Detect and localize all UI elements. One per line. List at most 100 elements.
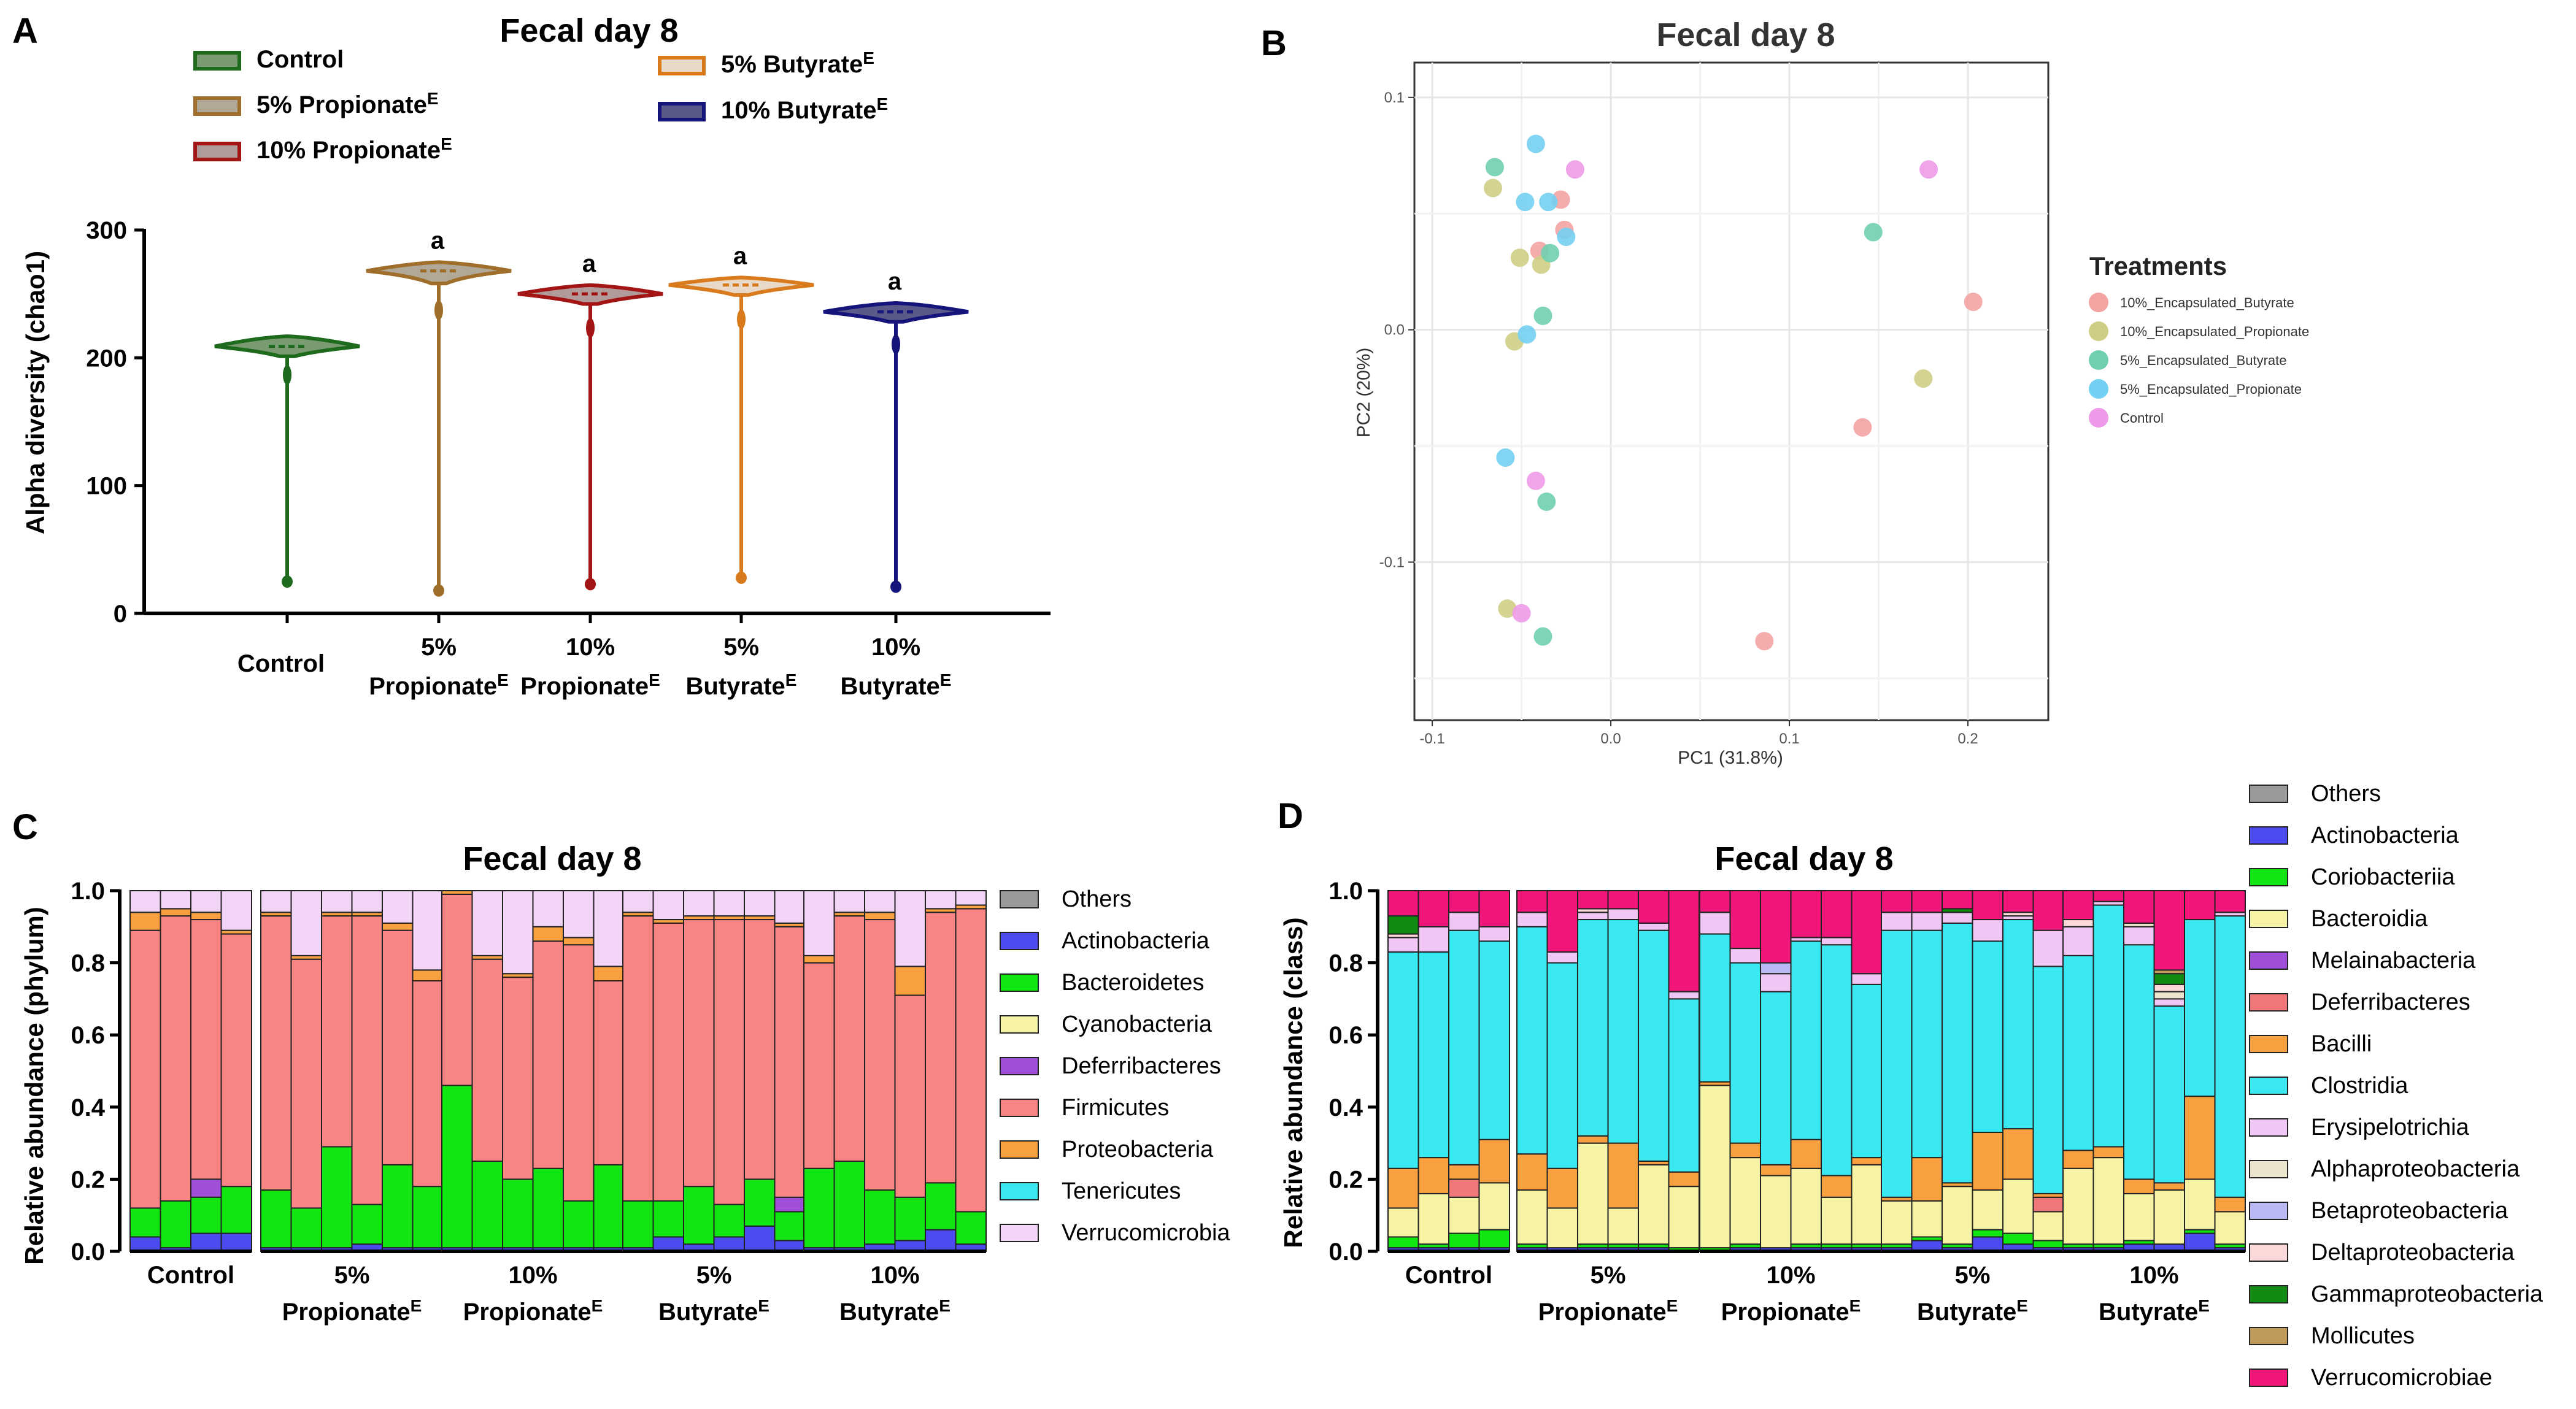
panel-d-bar-segment — [1942, 1186, 1973, 1245]
panel-d-bar-segment — [2092, 890, 2124, 902]
panel-d-bar-segment — [1760, 890, 1792, 964]
panel-d-bar-segment — [1760, 973, 1792, 992]
panel-d-bar-segment — [1607, 919, 1639, 1144]
pca-point — [1919, 160, 1938, 179]
pca-point — [1484, 179, 1503, 198]
panel-c-bar-segment — [471, 958, 503, 1162]
panel-c-bar-segment — [955, 908, 987, 1213]
panel-c-bar-segment — [351, 915, 383, 1205]
panel-d-bar-segment — [1516, 1189, 1548, 1245]
panel-c-bar-segment — [190, 1178, 222, 1198]
panel-a-y-tick-label: 200 — [86, 345, 127, 372]
pca-point — [1533, 627, 1552, 646]
panel-d-bar-segment — [1851, 973, 1883, 985]
panel-d-bar-segment — [1668, 991, 1700, 1000]
panel-d-bar-segment — [1729, 1157, 1761, 1245]
panel-c-title: Fecal day 8 — [463, 840, 641, 877]
panel-d-bar-segment — [2062, 1167, 2094, 1245]
panel-c-bar-segment — [652, 922, 684, 1202]
panel-c-bar-segment — [290, 1207, 322, 1249]
panel-b-legend-label: Control — [2120, 410, 2164, 426]
panel-c-x-label-line2: ButyrateE — [839, 1296, 951, 1326]
panel-c-bar-segment — [220, 933, 252, 1188]
panel-c-legend-swatch — [1000, 1224, 1039, 1242]
panel-d-legend-swatch — [2249, 868, 2288, 886]
panel-c-bar-segment — [593, 966, 625, 981]
panel-d-bar-segment — [1516, 912, 1548, 927]
panel-d-bar-segment — [1577, 1142, 1609, 1245]
panel-d-bar-segment — [2002, 890, 2034, 913]
panel-d-legend-label: Mollicutes — [2311, 1323, 2415, 1349]
panel-d-bar-segment — [1577, 912, 1609, 921]
panel-d-bar-segment — [2062, 926, 2094, 956]
panel-d-bar-segment — [1387, 1236, 1419, 1249]
panel-d-bar-segment — [1546, 890, 1578, 953]
panel-d-bar-segment — [1387, 890, 1419, 917]
panel-a-violins: a a a a — [214, 227, 969, 597]
panel-c-legend-label: Firmicutes — [1062, 1095, 1169, 1121]
panel-d-bar-segment — [1699, 912, 1731, 935]
violin-body — [668, 275, 814, 297]
panel-d-bar-segment — [1911, 929, 1943, 1159]
violin-4: a — [823, 268, 969, 593]
panel-c-legend: Others Actinobacteria Bacteroidetes Cyanoba… — [1000, 886, 1230, 1246]
panel-d-x-label-line2: ButyrateE — [1917, 1296, 2028, 1326]
panel-c-bar-segment — [833, 915, 865, 1162]
panel-d-legend-label: Coriobacteriia — [2311, 864, 2455, 890]
panel-c-y-tick-label: 0.4 — [71, 1094, 105, 1121]
panel-c-bar-segment — [593, 890, 625, 967]
panel-c-x-label-line2: PropionateE — [463, 1296, 603, 1326]
panel-a-y-tick-label: 100 — [86, 473, 127, 500]
panel-c-bar-segment — [652, 1200, 684, 1238]
pca-point — [1485, 158, 1504, 177]
panel-c-bar-segment — [532, 1167, 564, 1249]
panel-d-bar-segment — [1972, 1131, 2003, 1191]
panel-d-bar-segment — [1448, 929, 1480, 1165]
panel-d-bar-segment — [1387, 937, 1419, 953]
panel-b-x-axis-title: PC1 (31.8%) — [1678, 748, 1783, 768]
violin-body — [366, 260, 512, 286]
panel-c-x-label-line2: PropionateE — [282, 1296, 422, 1326]
panel-c-bar-segment — [713, 1204, 745, 1238]
panel-d-legend-swatch — [2249, 1160, 2288, 1178]
panel-c-bar-segment — [160, 908, 191, 917]
panel-d-legend-swatch — [2249, 1077, 2288, 1095]
panel-d-bar-segment — [1821, 1175, 1853, 1198]
panel-c-legend-swatch — [1000, 973, 1039, 992]
panel-d-bar-segment — [2123, 1192, 2155, 1242]
panel-d-bar-segment — [1760, 1164, 1792, 1177]
panel-d-bar-segment — [2002, 1178, 2034, 1234]
panel-c-legend-label: Actinobacteria — [1062, 928, 1210, 954]
panel-d-legend-label: Verrucomicrobiae — [2311, 1365, 2493, 1391]
violin-tail-bulb — [585, 578, 596, 591]
panel-d-bar-segment — [1607, 908, 1639, 921]
panel-d-bar-segment — [2032, 890, 2064, 931]
panel-c-bar-segment — [683, 890, 715, 917]
violin-0 — [214, 334, 360, 588]
panel-d-bar-segment — [1851, 1164, 1883, 1245]
panel-d-bar-segment — [2153, 1189, 2185, 1245]
panel-d-bar-segment — [1448, 890, 1480, 913]
panel-a-axes: 0 100 200 300 — [86, 217, 1051, 628]
panel-c-bar-segment — [382, 890, 414, 924]
panel-c-bar-segment — [563, 944, 595, 1202]
panel-d-bar-segment — [2153, 998, 2185, 1007]
panel-d-bar-segment — [1448, 1232, 1480, 1249]
panel-d-legend-label: Actinobacteria — [2311, 823, 2459, 848]
panel-c-bar-segment — [925, 1229, 957, 1252]
panel-d-bar-segment — [2062, 1150, 2094, 1169]
panel-d-bar-segment — [1851, 983, 1883, 1159]
panel-a: A Fecal day 8 Control 5% PropionateE 10% P… — [12, 11, 1051, 700]
panel-c-bar-segment — [260, 1189, 292, 1249]
violin-shoulder — [283, 365, 291, 385]
panel-d-title: Fecal day 8 — [1714, 840, 1893, 877]
panel-d-bar-segment — [1911, 1157, 1943, 1202]
panel-d-label: D — [1278, 796, 1303, 836]
panel-d-legend-label: Deferribacteres — [2311, 989, 2470, 1015]
panel-d-legend-swatch — [2249, 1327, 2288, 1345]
panel-d-legend-label: Bacilli — [2311, 1031, 2372, 1057]
panel-d-bar-segment — [2002, 1128, 2034, 1180]
panel-b-legend-title: Treatments — [2089, 251, 2227, 280]
